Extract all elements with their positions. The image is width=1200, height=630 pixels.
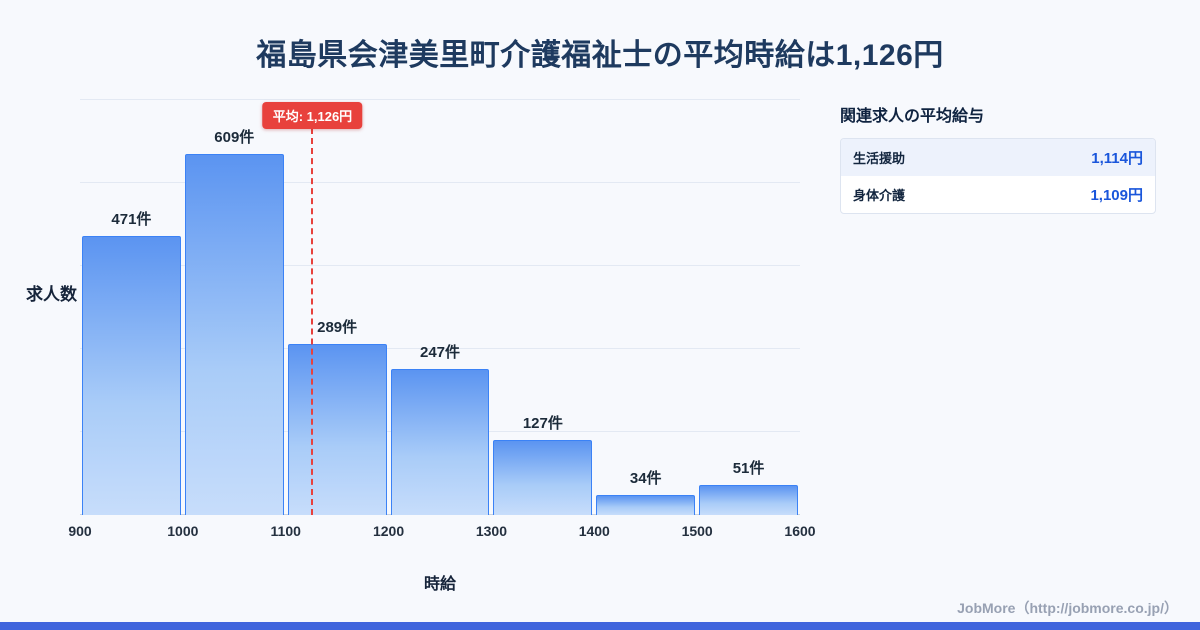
plot-area: 平均: 1,126円 471件 609件 289件 247件 127件 34件 51件 900… [68,99,816,539]
x-tick-label: 1400 [578,523,610,539]
bar-count-label: 34件 [629,469,662,487]
x-tick-label: 1100 [270,523,301,539]
bar-count-label: 127件 [522,414,563,432]
x-tick-label: 1200 [372,523,405,539]
related-job-row: 身体介護 1,109円 [841,176,1155,213]
x-tick-label: 1000 [167,523,199,539]
histogram-bar [82,235,181,515]
bar-count-label: 609件 [214,128,255,146]
related-jobs-table: 生活援助 1,114円身体介護 1,109円 [840,138,1156,214]
bar-count-label: 247件 [419,343,461,361]
x-tick-label: 1500 [681,523,713,539]
gridline [80,265,800,266]
gridline [80,99,800,100]
histogram-bar [390,368,490,515]
bar-count-label: 51件 [732,459,765,477]
related-job-value: 1,109円 [1090,187,1143,204]
histogram-bar [596,494,696,515]
x-tick-label: 1600 [784,523,816,539]
side-panel-heading: 関連求人の平均給与 [840,108,985,125]
bar-count-label: 471件 [111,210,152,228]
x-tick-label: 900 [68,523,92,539]
related-job-row: 生活援助 1,114円 [841,139,1155,176]
histogram-bar [493,439,593,515]
gridline [80,182,800,183]
x-axis-label: 時給 [423,576,456,593]
histogram-bar [184,153,284,515]
bottom-accent-bar [0,622,1200,630]
histogram-bar [287,343,387,515]
average-line [311,128,314,515]
bar-count-label: 289件 [317,318,358,336]
x-tick-label: 1300 [475,523,507,539]
gridline [80,348,800,349]
footer-credit: JobMore（http://jobmore.co.jp/） [957,600,1178,616]
y-axis-label: 求人数 [26,285,77,304]
page-title: 福島県会津美里町介護福祉士の平均時給は1,126円 [256,39,944,72]
related-job-label: 生活援助 [853,151,906,166]
average-badge: 平均: 1,126円 [262,102,363,129]
histogram-bar [699,484,798,515]
related-job-value: 1,114円 [1091,150,1143,167]
related-job-label: 身体介護 [853,188,906,203]
